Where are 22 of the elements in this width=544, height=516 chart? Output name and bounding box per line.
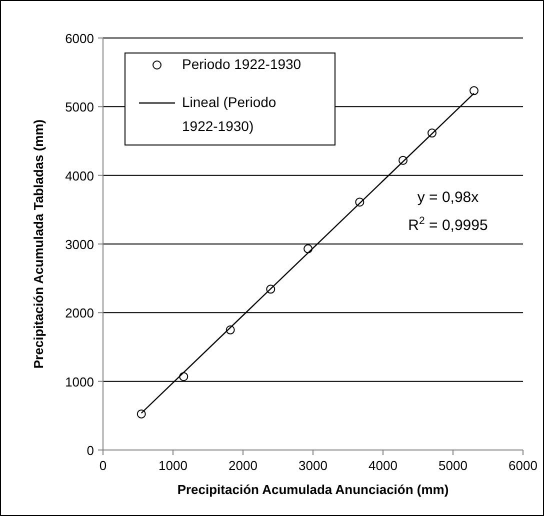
y-tick-label: 0 <box>86 443 94 458</box>
y-tick-label: 2000 <box>65 306 94 321</box>
x-tick-label: 0 <box>99 458 107 473</box>
legend-label: Lineal (Periodo 1922-1930) <box>182 94 276 134</box>
y-tick-label: 5000 <box>65 100 94 115</box>
y-tick-label: 6000 <box>65 31 94 46</box>
x-tick-label: 3000 <box>298 458 328 473</box>
y-tick-label: 3000 <box>65 237 94 252</box>
x-tick-label: 5000 <box>438 458 468 473</box>
annotation: y = 0,98x <box>417 189 480 206</box>
y-tick-label: 1000 <box>65 374 94 390</box>
point <box>470 86 478 96</box>
y-tick-label: 4000 <box>65 168 94 184</box>
legend-label: Periodo 1922-1930 <box>182 56 302 72</box>
x-tick-label: 1000 <box>158 458 188 473</box>
annotation: R$^{2}$ = 0,9995 <box>408 215 488 234</box>
x-tick-label: 6000 <box>508 458 538 473</box>
y-axis-title: Precipitación Acumulada Tabladas (mm) <box>31 119 46 369</box>
x-axis-title: Precipitación Acumulada Anunciación (mm) <box>177 482 449 497</box>
x-tick-label: 4000 <box>368 458 398 473</box>
x-tick-label: 2000 <box>228 458 258 473</box>
point <box>136 409 146 418</box>
